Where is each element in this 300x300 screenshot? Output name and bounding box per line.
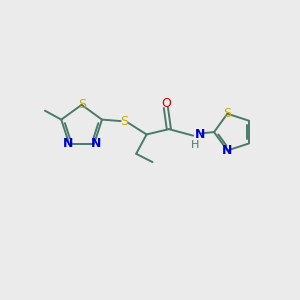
Text: N: N <box>91 137 101 150</box>
Text: S: S <box>224 107 231 120</box>
Text: O: O <box>161 97 171 110</box>
Text: N: N <box>222 144 233 157</box>
Text: H: H <box>190 140 199 150</box>
Text: N: N <box>195 128 205 141</box>
Text: N: N <box>62 137 73 150</box>
Text: S: S <box>120 115 128 128</box>
Text: S: S <box>78 98 86 111</box>
